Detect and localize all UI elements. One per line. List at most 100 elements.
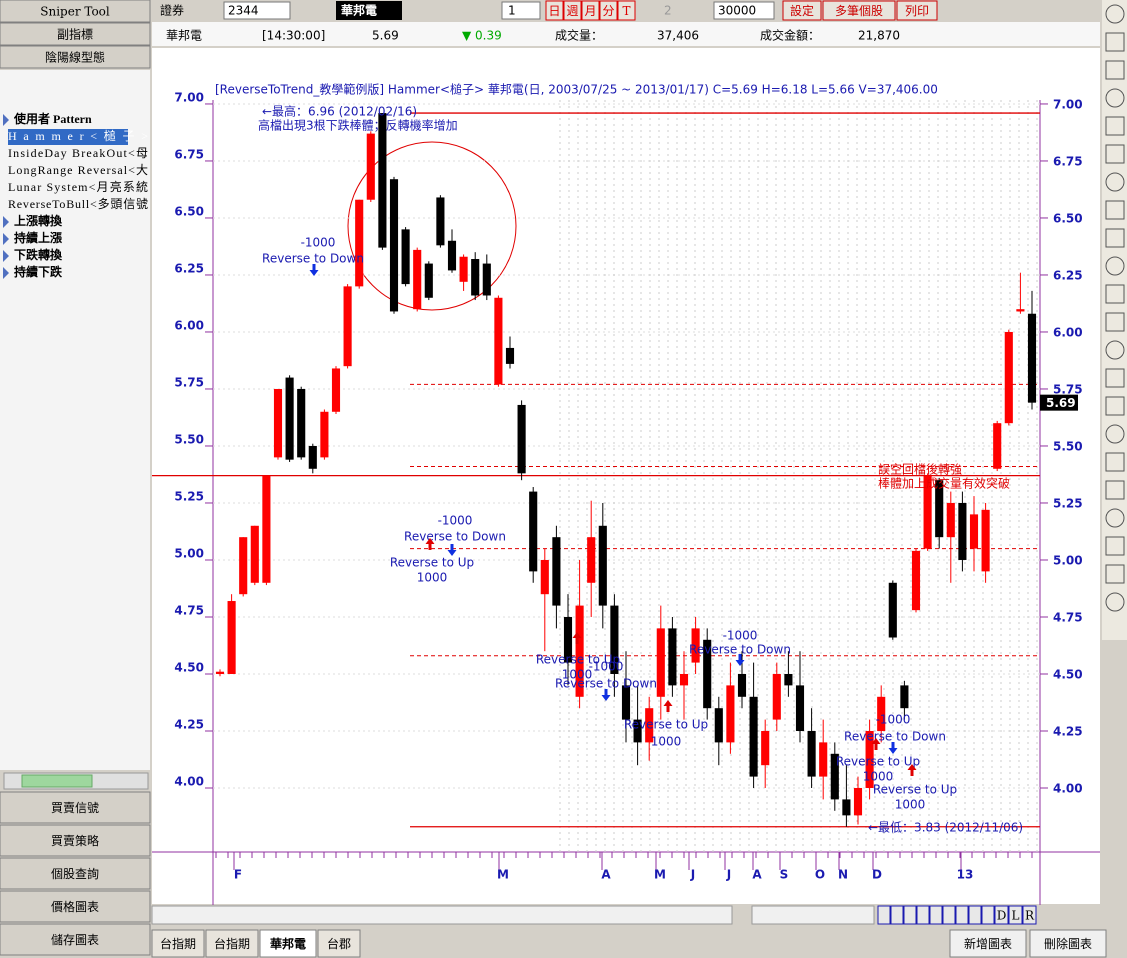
interval-button[interactable] [599, 0, 618, 21]
candle-body [459, 256, 468, 282]
tool-icon[interactable] [1105, 508, 1125, 528]
nav-button[interactable] [955, 905, 969, 925]
tab[interactable] [317, 929, 361, 958]
nav-button[interactable] [903, 905, 917, 925]
tree-item[interactable]: 下跌轉換 [14, 247, 63, 262]
chart-button[interactable] [949, 929, 1027, 958]
panel-button[interactable] [0, 0, 151, 23]
candle-body [482, 263, 491, 296]
nav-letter[interactable] [1008, 905, 1023, 925]
tool-icon[interactable] [1105, 116, 1125, 136]
y-tick-label: 7.00 [174, 90, 204, 104]
tool-icon[interactable] [1105, 172, 1125, 192]
candle-body [494, 297, 503, 385]
tool-icon[interactable] [1105, 424, 1125, 444]
nav-letter[interactable] [994, 905, 1009, 925]
interval-button[interactable] [545, 0, 564, 21]
tab[interactable] [151, 929, 205, 958]
tool-icon[interactable] [1105, 312, 1125, 332]
interval-button[interactable] [581, 0, 600, 21]
signal-label: -1000 [438, 514, 473, 528]
tree-item[interactable]: ReverseToBull<多頭信號 [8, 197, 148, 211]
tool-button[interactable] [822, 0, 896, 21]
tool-icon[interactable] [1105, 4, 1125, 24]
tree-item[interactable]: LongRange Reversal<大 [8, 163, 148, 177]
tool-icon[interactable] [1105, 592, 1125, 612]
panel-button[interactable] [0, 791, 151, 824]
tool-icon[interactable] [1105, 396, 1125, 416]
candle-body [981, 509, 990, 572]
candle-body [900, 685, 909, 709]
tool-button[interactable] [896, 0, 938, 21]
y-tick-label: 5.00 [174, 546, 204, 560]
up-arrow [663, 700, 673, 712]
y-tick-label: 5.75 [174, 375, 204, 389]
signal-label: 1000 [895, 798, 926, 812]
panel-button[interactable] [0, 45, 151, 69]
tree-item[interactable]: 上漲轉換 [14, 213, 63, 228]
tool-icon[interactable] [1105, 32, 1125, 52]
panel-button[interactable] [0, 857, 151, 890]
tab-label: 華邦電 [270, 936, 306, 951]
candle-body [563, 616, 573, 663]
panel-button[interactable] [0, 923, 151, 956]
candle-body [691, 628, 700, 663]
down-arrow [735, 654, 745, 666]
panel-button[interactable] [0, 22, 151, 46]
candle-body [575, 605, 584, 697]
tree-item[interactable]: Lunar System<月亮系統 [8, 179, 148, 194]
nav-button[interactable] [877, 905, 891, 925]
tool-icon[interactable] [1105, 368, 1125, 388]
nav-button[interactable] [968, 905, 982, 925]
tree-item[interactable]: 持續上漲 [14, 230, 63, 245]
nav-button[interactable] [890, 905, 904, 925]
tool-button[interactable] [782, 0, 822, 21]
nav-button[interactable] [942, 905, 956, 925]
nav-button[interactable] [929, 905, 943, 925]
tree-item[interactable]: InsideDay BreakOut<母 [8, 146, 148, 160]
tool-icon[interactable] [1105, 536, 1125, 556]
candle-body [250, 525, 259, 583]
tool-icon[interactable] [1105, 256, 1125, 276]
tool-icon[interactable] [1105, 480, 1125, 500]
candle-body [227, 601, 236, 674]
candle-body [413, 249, 422, 310]
panel-button-label: 買賣策略 [51, 833, 99, 848]
interval-button[interactable] [563, 0, 582, 21]
nav-button[interactable] [916, 905, 930, 925]
signal-label: Reverse to Down [689, 643, 791, 657]
tab[interactable] [259, 929, 317, 958]
panel-button[interactable] [0, 824, 151, 857]
tree-item[interactable]: 持續下跌 [14, 264, 63, 279]
chart-button[interactable] [1029, 929, 1107, 958]
tool-icon[interactable] [1105, 60, 1125, 80]
tab[interactable] [205, 929, 259, 958]
tool-icon[interactable] [1105, 340, 1125, 360]
candle-body [285, 377, 294, 460]
panel-button[interactable] [0, 890, 151, 923]
quote-amount-label: 成交金額： [760, 28, 820, 43]
count-input: 30000 [718, 4, 756, 18]
tool-icon[interactable] [1105, 452, 1125, 472]
tool-icon[interactable] [1105, 284, 1125, 304]
y-tick-label: 4.00 [174, 774, 204, 788]
tree-arrow [3, 114, 9, 126]
tool-icon[interactable] [1105, 144, 1125, 164]
zoom-slider [751, 905, 875, 925]
tool-icon[interactable] [1105, 228, 1125, 248]
x-tick-label: M [497, 868, 509, 882]
tool-icon[interactable] [1105, 88, 1125, 108]
candle-body [1016, 309, 1025, 312]
y-tick-label: 6.00 [1053, 325, 1083, 339]
tree-item[interactable]: 使用者 Pattern [13, 111, 92, 126]
annotation: 高檔出現3根下跌棒體；反轉機率增加 [258, 118, 458, 133]
candle-body [726, 685, 735, 743]
tool-icon[interactable] [1105, 564, 1125, 584]
nav-button[interactable] [981, 905, 995, 925]
nav-letter[interactable] [1022, 905, 1037, 925]
interval-button[interactable] [617, 0, 636, 21]
candle-body [389, 179, 399, 312]
x-tick-label: A [601, 868, 611, 882]
selected-row [8, 129, 128, 145]
tool-icon[interactable] [1105, 200, 1125, 220]
